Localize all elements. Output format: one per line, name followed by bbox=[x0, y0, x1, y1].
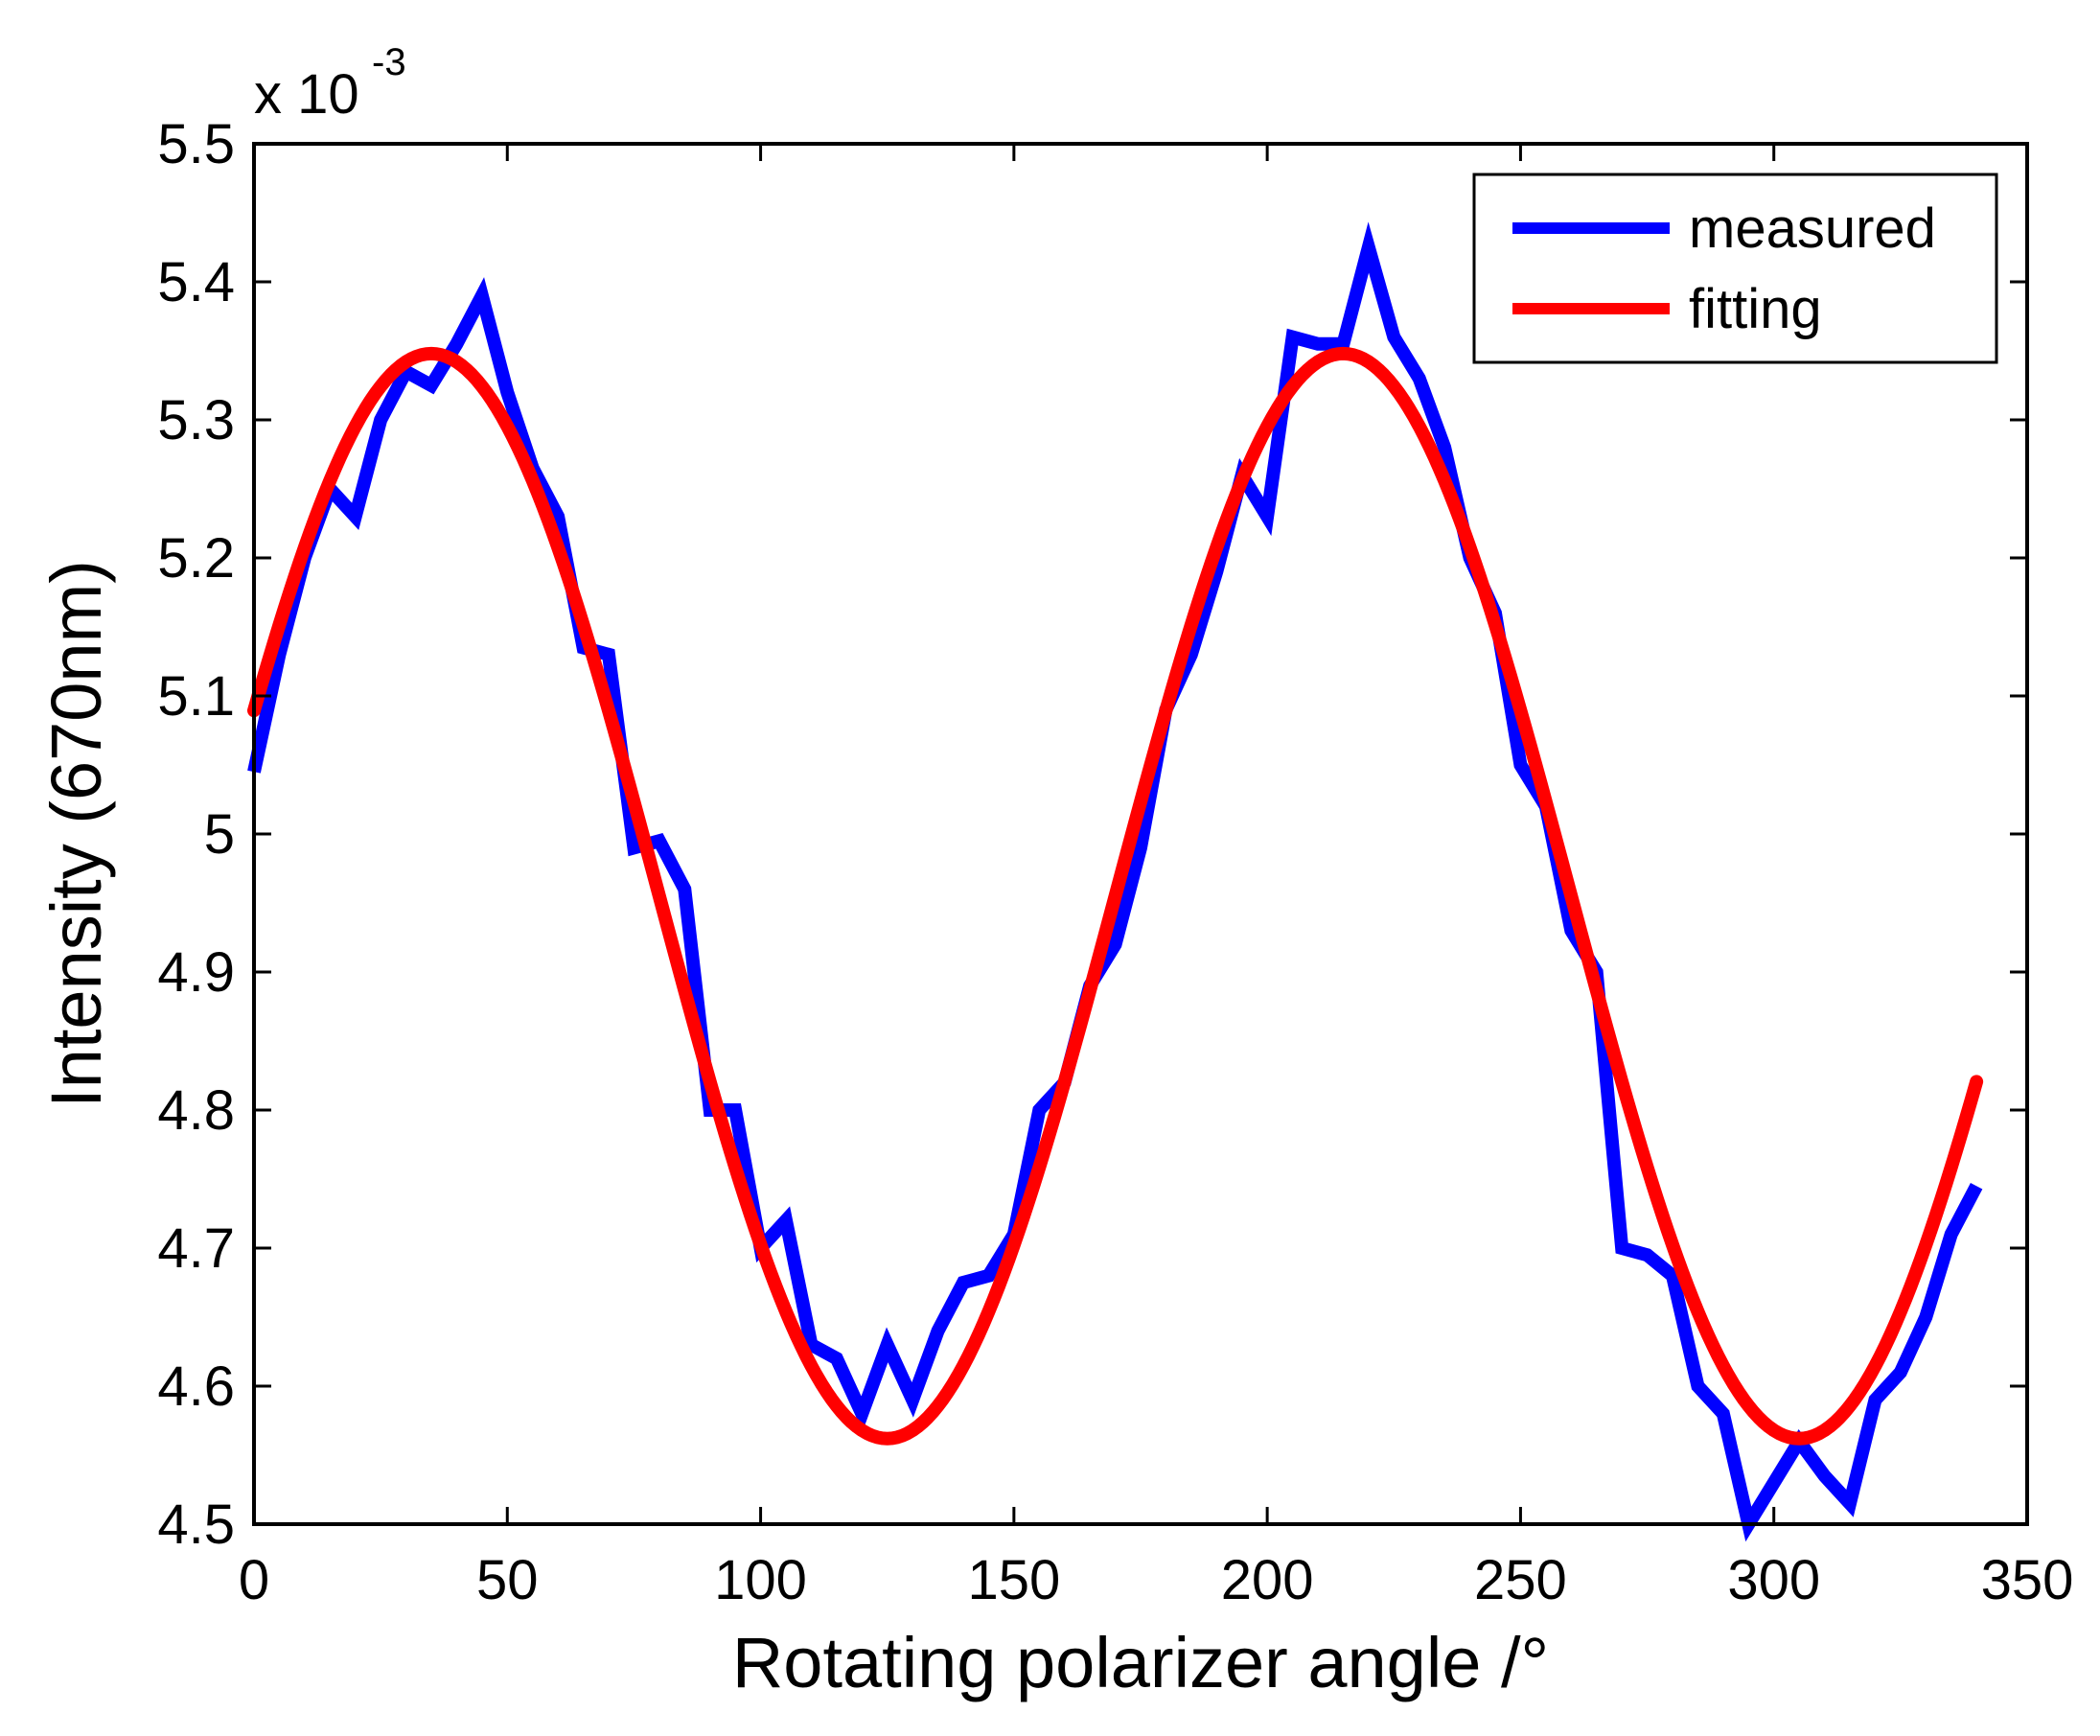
y-tick-label: 5 bbox=[204, 803, 235, 866]
legend-label-measured: measured bbox=[1689, 197, 1936, 260]
x-tick-label: 100 bbox=[714, 1549, 807, 1611]
y-tick-label: 4.9 bbox=[157, 941, 235, 1004]
y-tick-label: 4.6 bbox=[157, 1355, 235, 1418]
y-tick-label: 5.1 bbox=[157, 665, 235, 728]
y-tick-label: 5.2 bbox=[157, 527, 235, 590]
y-axis-multiplier-exponent: -3 bbox=[372, 41, 406, 83]
y-tick-label: 4.5 bbox=[157, 1493, 235, 1556]
x-axis: 0 50 100 150 200 250 300 350 bbox=[239, 144, 2074, 1611]
x-tick-label: 300 bbox=[1727, 1549, 1820, 1611]
x-tick-label: 200 bbox=[1221, 1549, 1314, 1611]
x-tick-label: 250 bbox=[1474, 1549, 1567, 1611]
x-tick-label: 50 bbox=[476, 1549, 539, 1611]
x-axis-title: Rotating polarizer angle /° bbox=[732, 1623, 1549, 1702]
x-tick-label: 150 bbox=[967, 1549, 1060, 1611]
y-tick-label: 5.3 bbox=[157, 389, 235, 451]
legend-label-fitting: fitting bbox=[1689, 278, 1822, 340]
y-axis: 4.5 4.6 4.7 4.8 4.9 5 5.1 5.2 5.3 5.4 5.5 bbox=[157, 113, 2027, 1556]
x-tick-label: 0 bbox=[239, 1549, 269, 1611]
series-line-fitting bbox=[247, 346, 1984, 1446]
legend-box bbox=[1472, 173, 1998, 364]
y-axis-multiplier: x 10 bbox=[254, 63, 359, 126]
plot-lines bbox=[247, 221, 1984, 1542]
x-tick-label: 350 bbox=[1981, 1549, 2074, 1611]
y-tick-label: 4.7 bbox=[157, 1217, 235, 1280]
y-tick-label: 5.5 bbox=[157, 113, 235, 175]
y-tick-label: 4.8 bbox=[157, 1079, 235, 1142]
legend: measured fitting bbox=[1472, 173, 1998, 364]
y-tick-label: 5.4 bbox=[157, 251, 235, 313]
y-axis-title: Intensity (670nm) bbox=[36, 560, 116, 1108]
